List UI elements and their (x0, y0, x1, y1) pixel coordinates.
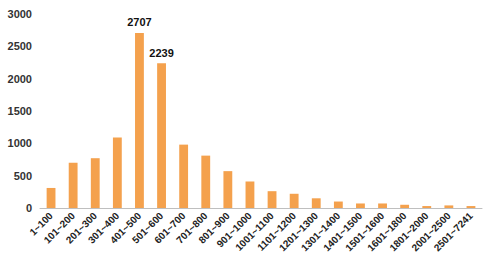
svg-text:701~800: 701~800 (174, 210, 210, 246)
svg-text:201~300: 201~300 (63, 210, 100, 246)
svg-text:0: 0 (26, 202, 32, 214)
svg-text:1001~1100: 1001~1100 (233, 210, 276, 253)
svg-text:101~200: 101~200 (41, 210, 77, 246)
svg-text:2001~2500: 2001~2500 (409, 210, 453, 254)
svg-text:500: 500 (14, 170, 32, 182)
svg-text:1000: 1000 (8, 137, 32, 149)
svg-text:2500: 2500 (8, 40, 32, 52)
svg-text:601~700: 601~700 (152, 210, 188, 246)
svg-text:501~600: 501~600 (130, 210, 166, 246)
svg-text:1301~1400: 1301~1400 (298, 210, 343, 254)
svg-text:1801~2000: 1801~2000 (387, 210, 431, 254)
svg-text:1501~1600: 1501~1600 (343, 210, 387, 254)
svg-text:301~400: 301~400 (85, 210, 122, 246)
svg-text:1201~1300: 1201~1300 (276, 210, 321, 254)
svg-text:3000: 3000 (8, 8, 32, 20)
svg-text:1101~1200: 1101~1200 (255, 210, 298, 253)
svg-text:1401~1500: 1401~1500 (321, 210, 365, 254)
svg-text:2000: 2000 (8, 73, 32, 85)
svg-text:2239: 2239 (149, 47, 173, 59)
svg-text:901~1000: 901~1000 (214, 210, 254, 250)
svg-text:2501~7241: 2501~7241 (432, 210, 476, 254)
svg-text:1601~1800: 1601~1800 (365, 210, 409, 254)
svg-text:1~100: 1~100 (27, 210, 55, 238)
svg-text:2707: 2707 (127, 16, 151, 28)
svg-text:1500: 1500 (8, 105, 32, 117)
svg-text:801~900: 801~900 (196, 210, 232, 246)
svg-text:401~500: 401~500 (107, 210, 144, 246)
